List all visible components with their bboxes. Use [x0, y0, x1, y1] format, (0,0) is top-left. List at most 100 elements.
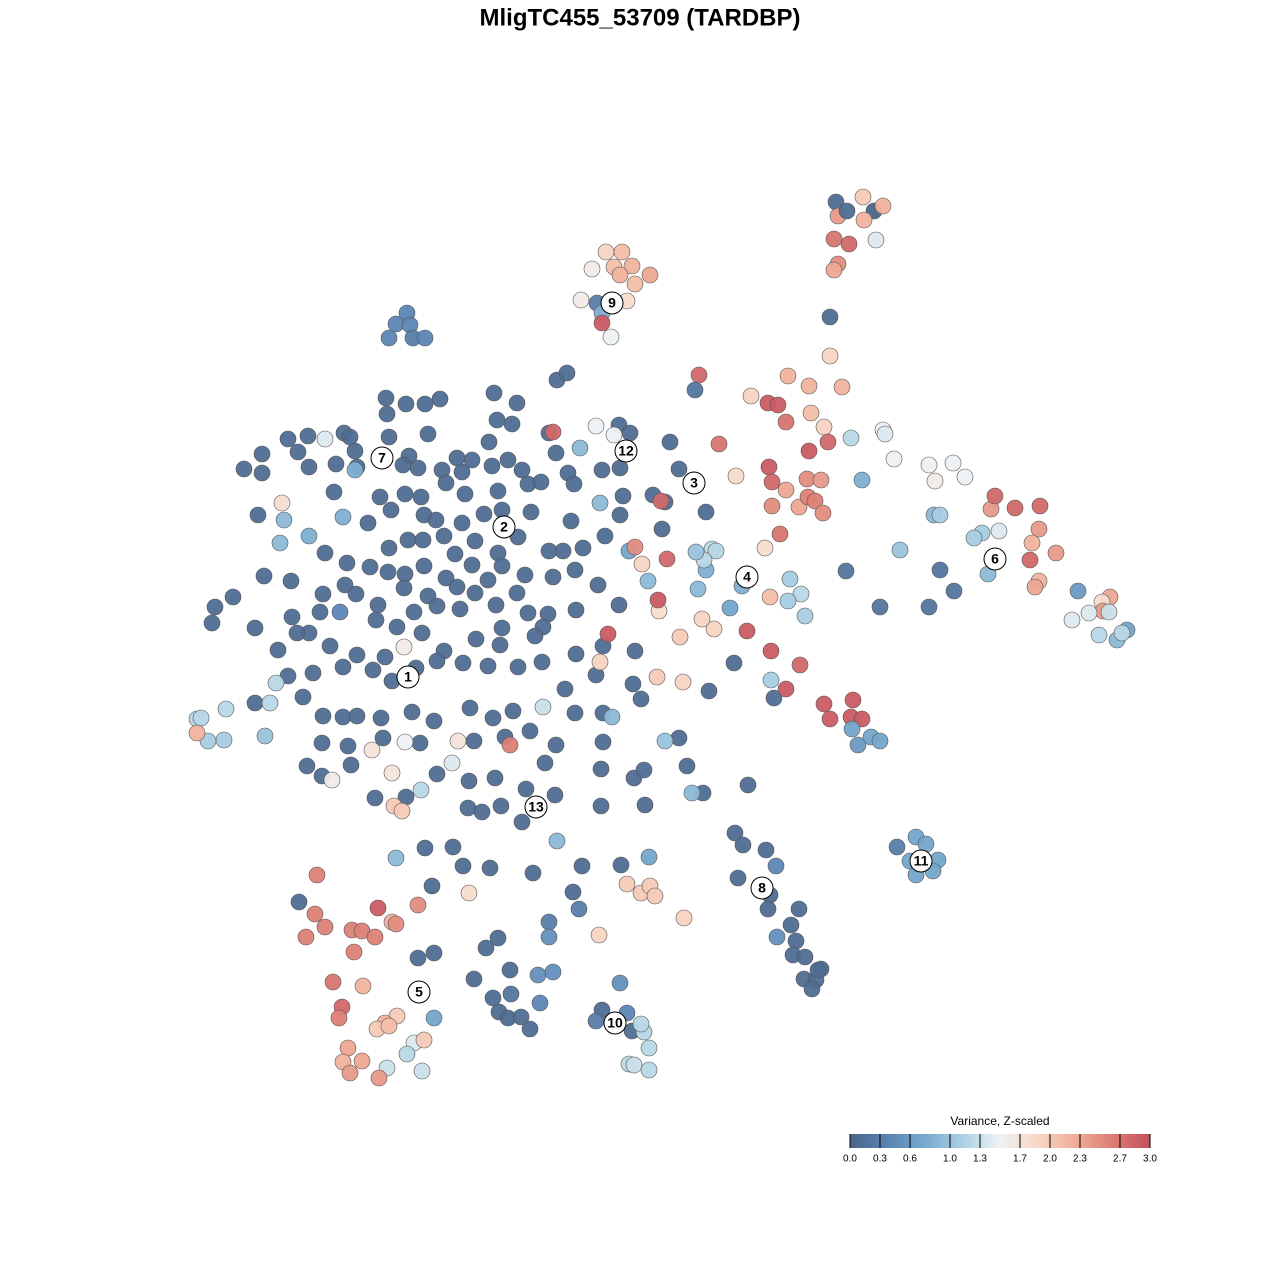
point	[453, 463, 471, 481]
colorbar-segment	[1148, 1134, 1151, 1148]
colorbar-tick-label: 2.3	[1073, 1154, 1087, 1165]
colorbar-tick-label: 2.7	[1113, 1154, 1127, 1165]
colorbar-segment	[890, 1134, 893, 1148]
colorbar-segment	[930, 1134, 933, 1148]
point	[517, 780, 535, 798]
colorbar-segment	[1010, 1134, 1013, 1148]
point	[725, 654, 743, 672]
point	[842, 429, 860, 447]
colorbar-segment	[924, 1134, 927, 1148]
cluster-label: 3	[690, 475, 698, 491]
colorbar-segment	[988, 1134, 991, 1148]
point	[341, 1064, 359, 1082]
point	[583, 260, 601, 278]
point	[249, 506, 267, 524]
point	[388, 618, 406, 636]
point	[314, 707, 332, 725]
point	[1090, 626, 1108, 644]
cluster-label: 9	[608, 295, 616, 311]
point	[314, 585, 332, 603]
colorbar-segment	[1072, 1134, 1075, 1148]
colorbar-segment	[966, 1134, 969, 1148]
point	[399, 531, 417, 549]
point	[611, 266, 629, 284]
cluster-label: 7	[378, 450, 386, 466]
point	[489, 929, 507, 947]
point	[380, 329, 398, 347]
point	[488, 411, 506, 429]
point	[371, 488, 389, 506]
colorbar-segment	[972, 1134, 975, 1148]
point	[871, 598, 889, 616]
point	[477, 939, 495, 957]
point	[597, 243, 615, 261]
colorbar-segment	[996, 1134, 999, 1148]
point	[372, 709, 390, 727]
point	[603, 708, 621, 726]
point	[508, 584, 526, 602]
colorbar-segment	[1060, 1134, 1063, 1148]
point	[405, 603, 423, 621]
point	[454, 654, 472, 672]
cluster-label: 10	[607, 1015, 623, 1031]
point	[512, 1008, 530, 1026]
colorbar-segment	[1004, 1134, 1007, 1148]
point	[484, 989, 502, 1007]
point	[503, 415, 521, 433]
colorbar-segment	[1064, 1134, 1067, 1148]
point	[479, 571, 497, 589]
point	[855, 211, 873, 229]
point	[501, 736, 519, 754]
colorbar-tick-label: 1.7	[1013, 1154, 1027, 1165]
point	[387, 915, 405, 933]
colorbar-segment	[1142, 1134, 1145, 1148]
point	[387, 849, 405, 867]
colorbar-segment	[968, 1134, 971, 1148]
colorbar-segment	[1026, 1134, 1029, 1148]
colorbar-segment	[910, 1134, 913, 1148]
point	[460, 772, 478, 790]
point	[437, 569, 455, 587]
point	[261, 694, 279, 712]
point	[593, 461, 611, 479]
point	[765, 689, 783, 707]
point	[456, 485, 474, 503]
point	[693, 610, 711, 628]
colorbar-segment	[908, 1134, 911, 1148]
point	[763, 497, 781, 515]
point	[658, 550, 676, 568]
colorbar-segment	[1118, 1134, 1121, 1148]
point	[346, 461, 364, 479]
point	[592, 797, 610, 815]
colorbar-segment	[1030, 1134, 1033, 1148]
cluster-marker	[682, 471, 706, 495]
colorbar-segment	[916, 1134, 919, 1148]
point	[416, 839, 434, 857]
point	[480, 433, 498, 451]
colorbar-segment	[1048, 1134, 1051, 1148]
colorbar-segment	[904, 1134, 907, 1148]
point	[779, 592, 797, 610]
point	[282, 572, 300, 590]
point	[526, 627, 544, 645]
point	[777, 413, 795, 431]
colorbar-tick-label: 3.0	[1143, 1154, 1157, 1165]
point	[626, 642, 644, 660]
colorbar-segment	[980, 1134, 983, 1148]
point	[323, 771, 341, 789]
point	[521, 1020, 539, 1038]
colorbar-segment	[962, 1134, 965, 1148]
point	[377, 389, 395, 407]
point	[327, 455, 345, 473]
point	[466, 532, 484, 550]
colorbar-segment	[982, 1134, 985, 1148]
point	[548, 832, 566, 850]
chart-title: MligTC455_53709 (TARDBP)	[480, 4, 801, 31]
point	[1069, 582, 1087, 600]
point	[521, 722, 539, 740]
point	[289, 443, 307, 461]
point	[618, 875, 636, 893]
point	[812, 471, 830, 489]
point	[761, 588, 779, 606]
